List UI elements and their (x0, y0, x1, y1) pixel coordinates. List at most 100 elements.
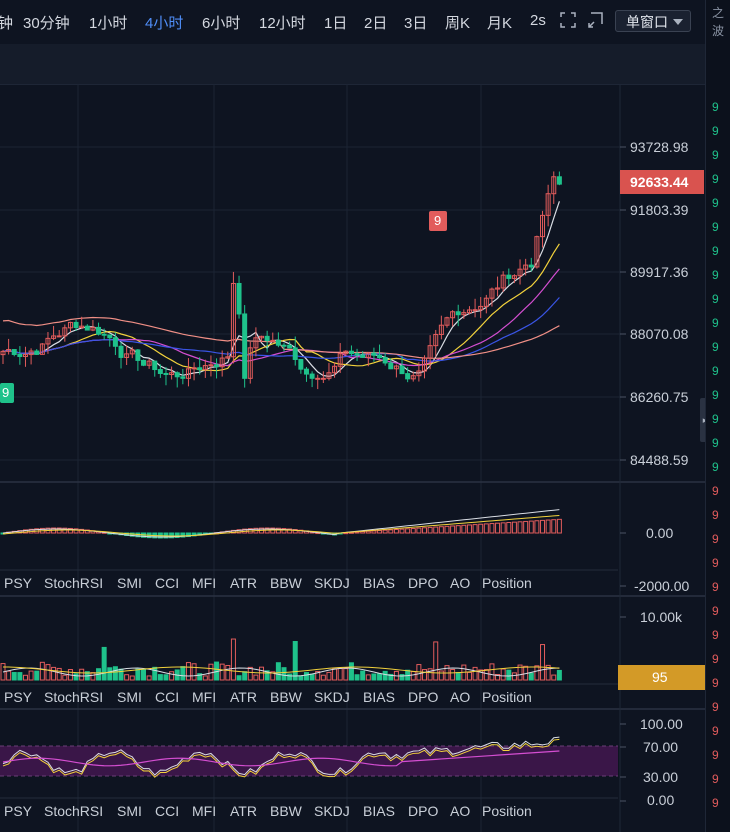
indicator-tab-ao[interactable]: AO (450, 575, 471, 591)
indicator-tab-bbw[interactable]: BBW (270, 575, 302, 591)
candle-body (73, 321, 79, 329)
candle-body (438, 324, 444, 335)
candle-body (303, 368, 309, 375)
indicator-tab-cci[interactable]: CCI (155, 803, 180, 819)
timeframe-week[interactable]: 周K (445, 15, 471, 32)
candle-body (62, 327, 68, 337)
macd-tick: 0.00 (646, 525, 674, 541)
timeframe-minute-partial[interactable]: 钟 (0, 15, 14, 32)
indicator-tab-skdj[interactable]: SKDJ (314, 575, 350, 591)
indicator-tab-bias[interactable]: BIAS (363, 575, 395, 591)
volume-bar (517, 664, 523, 681)
indicator-tab-psy[interactable]: PSY (4, 689, 33, 705)
timeframe-4h[interactable]: 4小时 (145, 15, 184, 32)
volume-bar (202, 675, 208, 681)
candle-body (354, 353, 360, 356)
side-panel-char: 波 (712, 24, 725, 38)
candle-body (51, 335, 57, 339)
timeframe-1d[interactable]: 1日 (324, 15, 348, 32)
indicator-tab-atr[interactable]: ATR (230, 689, 257, 705)
candle-body (315, 377, 321, 380)
indicator-tab-bbw[interactable]: BBW (270, 689, 302, 705)
indicator-tab-position[interactable]: Position (482, 803, 532, 819)
indicator-tab-smi[interactable]: SMI (117, 575, 142, 591)
indicator-tab-skdj[interactable]: SKDJ (314, 689, 350, 705)
indicator-tab-dpo[interactable]: DPO (408, 803, 439, 819)
indicator-tab-stochrsi[interactable]: StochRSI (44, 803, 104, 819)
window-mode-select[interactable]: 单窗口 (615, 10, 691, 32)
indicator-tab-ao[interactable]: AO (450, 689, 471, 705)
candle-body (343, 350, 349, 355)
indicator-tab-skdj[interactable]: SKDJ (314, 803, 350, 819)
candle-body (225, 356, 231, 359)
candle-body (427, 345, 433, 359)
timeframe-12h[interactable]: 12小时 (259, 15, 306, 32)
candle-body (230, 282, 236, 358)
indicator-tab-smi[interactable]: SMI (117, 803, 142, 819)
timeframe-1h[interactable]: 1小时 (89, 15, 128, 32)
indicator-tab-cci[interactable]: CCI (155, 689, 180, 705)
side-panel-digit: 9 (712, 100, 719, 114)
timeframe-3d[interactable]: 3日 (404, 15, 428, 32)
candle-body (129, 349, 135, 355)
indicator-tab-dpo[interactable]: DPO (408, 575, 439, 591)
indicator-tab-stochrsi[interactable]: StochRSI (44, 689, 104, 705)
price-tick: 91803.39 (630, 202, 689, 218)
candle-body (410, 375, 416, 380)
volume-bar (377, 673, 383, 681)
screenshot-icon[interactable] (588, 12, 604, 28)
indicator-tab-stochrsi[interactable]: StochRSI (44, 575, 104, 591)
indicator-tab-position[interactable]: Position (482, 575, 532, 591)
volume-bar (399, 674, 405, 681)
indicator-tab-dpo[interactable]: DPO (408, 689, 439, 705)
indicator-tab-psy[interactable]: PSY (4, 575, 33, 591)
volume-bar (410, 671, 416, 681)
price-tick: 93728.98 (630, 139, 689, 155)
candle-body (0, 350, 6, 356)
volume-bar (191, 663, 197, 681)
indicator-tab-mfi[interactable]: MFI (192, 803, 217, 819)
indicator-tab-ao[interactable]: AO (450, 803, 471, 819)
price-chart[interactable] (0, 84, 705, 832)
macd-bar (551, 519, 557, 534)
candle-body (393, 365, 399, 370)
volume-bar (112, 666, 118, 681)
macd-bar (483, 523, 489, 534)
side-panel-digit: 9 (712, 604, 719, 618)
indicator-tab-bias[interactable]: BIAS (363, 689, 395, 705)
timeframe-month[interactable]: 月K (487, 15, 513, 32)
candle-body (197, 367, 203, 371)
volume-bar (45, 664, 51, 681)
indicator-tab-atr[interactable]: ATR (230, 575, 257, 591)
indicator-tab-mfi[interactable]: MFI (192, 575, 217, 591)
macd-bar (461, 524, 467, 534)
indicator-tab-smi[interactable]: SMI (117, 689, 142, 705)
candle-body (348, 350, 354, 355)
volume-bar (348, 662, 354, 681)
volume-bar (62, 674, 68, 681)
price-tick: 86260.75 (630, 389, 689, 405)
indicator-tab-bbw[interactable]: BBW (270, 803, 302, 819)
timeframe-6h[interactable]: 6小时 (202, 15, 241, 32)
fullscreen-icon[interactable] (560, 12, 576, 28)
volume-bar (545, 664, 551, 681)
timeframe-2s[interactable]: 2s (530, 12, 546, 29)
side-panel-digit: 9 (712, 220, 719, 234)
timeframe-2d[interactable]: 2日 (364, 15, 388, 32)
indicator-tab-position[interactable]: Position (482, 689, 532, 705)
indicator-tab-atr[interactable]: ATR (230, 803, 257, 819)
candle-body (90, 326, 96, 331)
indicator-tab-mfi[interactable]: MFI (192, 689, 217, 705)
volume-bar (309, 673, 315, 681)
candle-body (534, 236, 540, 268)
macd-bar (517, 521, 523, 534)
volume-bar (326, 671, 332, 681)
timeframe-30m[interactable]: 30分钟 (23, 15, 70, 32)
volume-bar (6, 670, 12, 681)
indicator-tab-cci[interactable]: CCI (155, 575, 180, 591)
indicator-tab-psy[interactable]: PSY (4, 803, 33, 819)
volume-bar (118, 668, 124, 681)
side-panel-digit: 9 (712, 532, 719, 546)
volume-bar (101, 646, 107, 681)
indicator-tab-bias[interactable]: BIAS (363, 803, 395, 819)
